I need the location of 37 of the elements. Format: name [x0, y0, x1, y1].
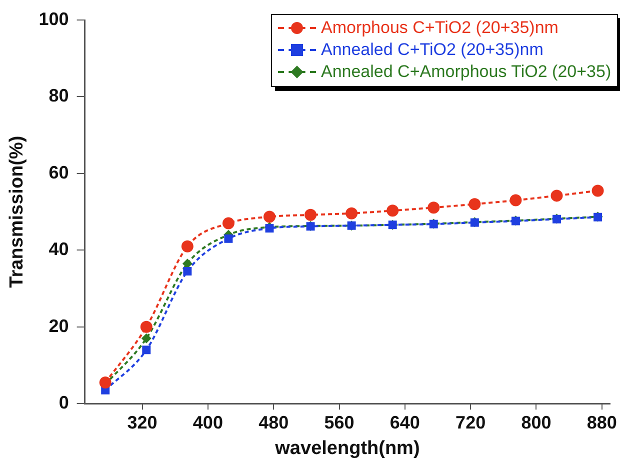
- point: [181, 240, 194, 252]
- x-tick-label: 480: [258, 412, 289, 432]
- point: [592, 184, 604, 197]
- point: [182, 258, 192, 269]
- point: [346, 207, 358, 220]
- x-axis-title: wavelength(nm): [274, 438, 420, 459]
- point: [510, 194, 522, 206]
- point: [222, 217, 234, 230]
- point: [142, 346, 151, 354]
- y-axis-title: Transmission(%): [6, 136, 28, 288]
- x-tick-label: 880: [586, 412, 617, 432]
- y-tick-label: 20: [48, 316, 69, 336]
- point: [386, 204, 399, 217]
- legend-label: Annealed C+TiO2 (20+35)nm: [320, 40, 544, 60]
- x-tick-label: 640: [390, 412, 420, 432]
- y-tick-label: 80: [48, 86, 69, 106]
- point: [141, 333, 152, 344]
- x-tick-label: 800: [521, 412, 552, 432]
- legend-label: Amorphous C+TiO2 (20+35)nm: [320, 18, 558, 38]
- x-tick-label: 720: [456, 412, 486, 432]
- y-tick-label: 0: [58, 392, 69, 413]
- point: [263, 210, 276, 223]
- point: [224, 234, 233, 243]
- y-tick-label: 100: [38, 8, 69, 29]
- legend-label: Annealed C+Amorphous TiO2 (20+35): [320, 62, 612, 82]
- point: [99, 376, 112, 388]
- point: [550, 190, 563, 202]
- x-tick-label: 400: [192, 412, 223, 432]
- y-tick-label: 60: [48, 162, 69, 182]
- point: [428, 202, 440, 214]
- x-tick-label: 560: [324, 412, 354, 432]
- point: [304, 208, 317, 221]
- point: [140, 320, 152, 333]
- y-tick-label: 40: [48, 239, 69, 260]
- point: [183, 267, 192, 276]
- x-tick-label: 320: [127, 412, 158, 432]
- point: [468, 198, 481, 210]
